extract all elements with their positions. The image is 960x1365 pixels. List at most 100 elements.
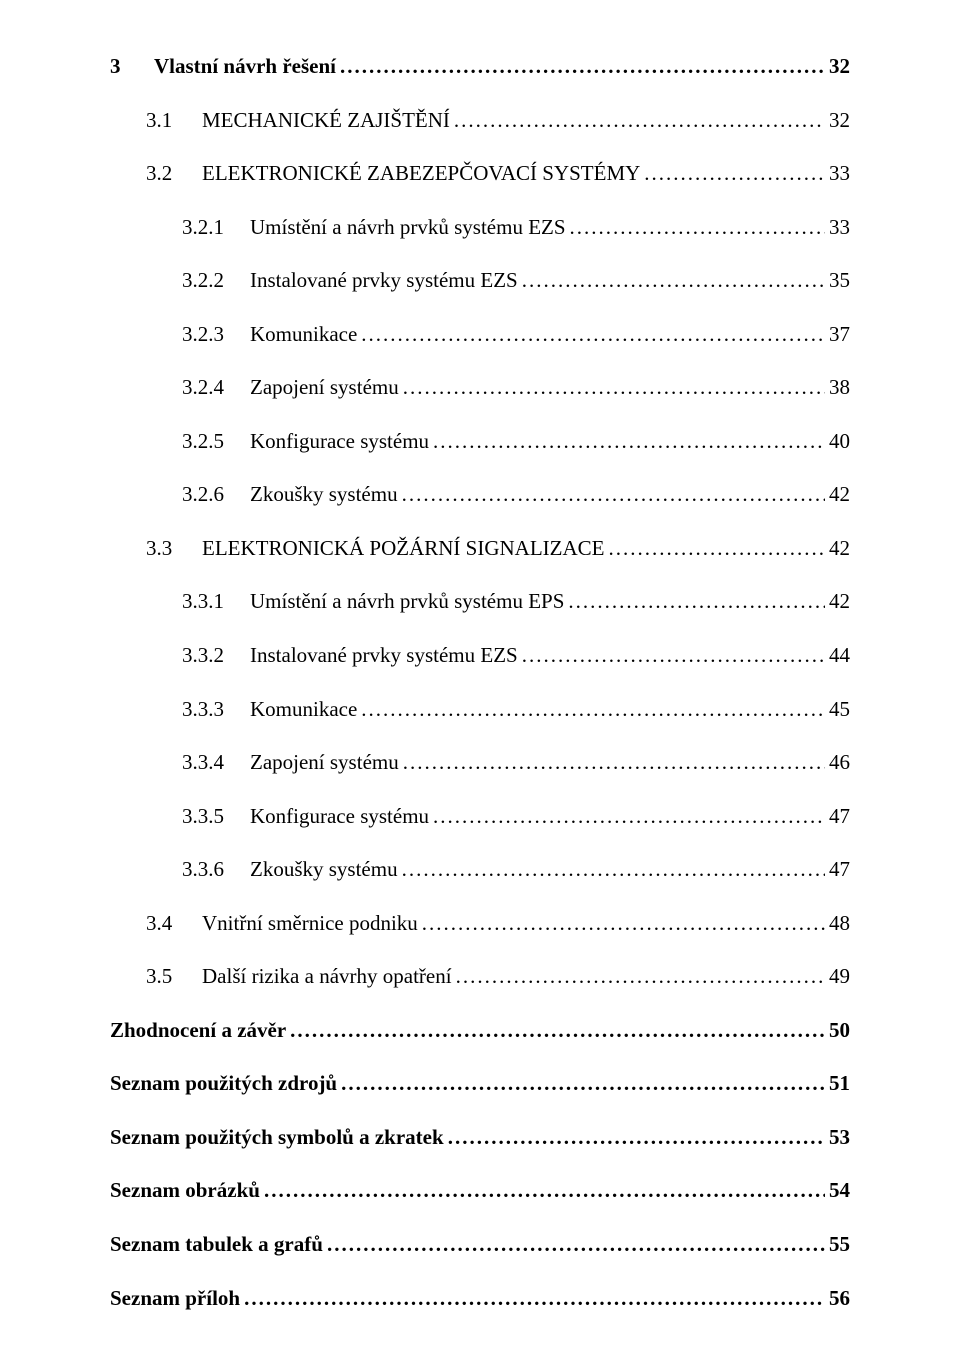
toc-entry-number: 3.2 (146, 147, 202, 201)
toc-entry-label: 3.3.5Konfigurace systému (182, 790, 429, 844)
toc-leader-dots (448, 1111, 825, 1165)
toc-entry-title: Komunikace (250, 322, 357, 346)
toc-entry-title: Zkoušky systému (250, 482, 398, 506)
toc-leader-dots (403, 736, 825, 790)
toc-entry-number: 3.5 (146, 950, 202, 1004)
toc-entry: 3.3.5Konfigurace systému 47 (110, 790, 850, 844)
toc-entry-label: 3.1MECHANICKÉ ZAJIŠTĚNÍ (146, 94, 450, 148)
toc-entry: Seznam použitých zdrojů 51 (110, 1057, 850, 1111)
toc-entry-title: Konfigurace systému (250, 429, 429, 453)
toc-entry-number: 3.3.6 (182, 843, 250, 897)
toc-entry-page: 42 (829, 468, 850, 522)
toc-entry-title: Zapojení systému (250, 750, 399, 774)
toc-entry-page: 35 (829, 254, 850, 308)
toc-entry: 3.3.1Umístění a návrh prvků systému EPS 4… (110, 575, 850, 629)
toc-entry-label: 3.3.1Umístění a návrh prvků systému EPS (182, 575, 564, 629)
toc-entry-number: 3.2.5 (182, 415, 250, 469)
toc-entry: Zhodnocení a závěr 50 (110, 1004, 850, 1058)
toc-entry-title: Další rizika a návrhy opatření (202, 964, 452, 988)
toc-entry: 3.2.1Umístění a návrh prvků systému EZS3… (110, 201, 850, 255)
toc-entry-number: 3.3.1 (182, 575, 250, 629)
toc-entry-label: 3.2.5Konfigurace systému (182, 415, 429, 469)
toc-leader-dots (570, 201, 825, 255)
toc-entry: Seznam tabulek a grafů55 (110, 1218, 850, 1272)
toc-leader-dots (327, 1218, 825, 1272)
toc-entry-label: 3.2.1Umístění a návrh prvků systému EZS (182, 201, 566, 255)
toc-leader-dots (402, 843, 825, 897)
toc-entry-page: 42 (829, 575, 850, 629)
toc-entry-label: 3.2ELEKTRONICKÉ ZABEZEPČOVACÍ SYSTÉMY (146, 147, 640, 201)
toc-entry-label: 3.3.3Komunikace (182, 683, 357, 737)
toc-entry-page: 56 (829, 1272, 850, 1326)
toc-entry-label: 3.2.4Zapojení systému (182, 361, 399, 415)
toc-entry-page: 55 (829, 1218, 850, 1272)
toc-entry: Seznam použitých symbolů a zkratek 53 (110, 1111, 850, 1165)
toc-entry-page: 46 (829, 736, 850, 790)
toc-leader-dots (403, 361, 825, 415)
toc-leader-dots (422, 897, 825, 951)
toc-entry-title: Seznam obrázků (110, 1178, 260, 1202)
toc-entry-page: 32 (829, 40, 850, 94)
toc-entry-title: Komunikace (250, 697, 357, 721)
toc-entry-page: 50 (829, 1004, 850, 1058)
toc-leader-dots (644, 147, 825, 201)
toc-entry-label: Seznam použitých zdrojů (110, 1057, 337, 1111)
toc-entry-label: 3.5Další rizika a návrhy opatření (146, 950, 452, 1004)
toc-entry: 3Vlastní návrh řešení 32 (110, 40, 850, 94)
toc-entry: 3.4Vnitřní směrnice podniku48 (110, 897, 850, 951)
toc-leader-dots (433, 790, 825, 844)
toc-entry-label: 3.3.6Zkoušky systému (182, 843, 398, 897)
toc-entry-page: 45 (829, 683, 850, 737)
toc-entry-page: 38 (829, 361, 850, 415)
toc-entry-page: 51 (829, 1057, 850, 1111)
toc-leader-dots (264, 1164, 825, 1218)
toc-entry: 3.2ELEKTRONICKÉ ZABEZEPČOVACÍ SYSTÉMY 33 (110, 147, 850, 201)
toc-entry-title: Zkoušky systému (250, 857, 398, 881)
toc-leader-dots (522, 254, 825, 308)
toc-entry: 3.2.4Zapojení systému 38 (110, 361, 850, 415)
toc-entry-page: 48 (829, 897, 850, 951)
toc-entry-title: Vlastní návrh řešení (154, 54, 336, 78)
toc-entry-title: Umístění a návrh prvků systému EPS (250, 589, 564, 613)
toc-entry-label: Seznam použitých symbolů a zkratek (110, 1111, 444, 1165)
toc-entry-number: 3.3.2 (182, 629, 250, 683)
toc-entry-page: 33 (829, 147, 850, 201)
toc-entry-title: ELEKTRONICKÁ POŽÁRNÍ SIGNALIZACE (202, 536, 604, 560)
toc-leader-dots (522, 629, 825, 683)
toc-entry-label: Seznam obrázků (110, 1164, 260, 1218)
toc-entry-label: Seznam příloh (110, 1272, 240, 1326)
toc-entry: 3.2.2Instalované prvky systému EZS 35 (110, 254, 850, 308)
toc-entry-title: Zhodnocení a závěr (110, 1018, 286, 1042)
toc-entry-number: 3.4 (146, 897, 202, 951)
toc-entry-page: 37 (829, 308, 850, 362)
toc-entry-page: 44 (829, 629, 850, 683)
toc-entry-title: Instalované prvky systému EZS (250, 268, 518, 292)
toc-entry-number: 3 (110, 40, 154, 94)
toc-entry-page: 53 (829, 1111, 850, 1165)
toc-entry-page: 54 (829, 1164, 850, 1218)
toc-entry: 3.5Další rizika a návrhy opatření49 (110, 950, 850, 1004)
toc-entry-page: 42 (829, 522, 850, 576)
toc-leader-dots (608, 522, 825, 576)
toc-entry-number: 3.3 (146, 522, 202, 576)
toc-page: 3Vlastní návrh řešení 32 3.1MECHANICKÉ ZAJ… (0, 0, 960, 1365)
toc-entry-title: MECHANICKÉ ZAJIŠTĚNÍ (202, 108, 450, 132)
toc-entry-label: 3.2.6Zkoušky systému (182, 468, 398, 522)
toc-leader-dots (290, 1004, 825, 1058)
toc-entry-page: 47 (829, 790, 850, 844)
toc-entry-label: 3.3ELEKTRONICKÁ POŽÁRNÍ SIGNALIZACE (146, 522, 604, 576)
toc-entry-page: 32 (829, 94, 850, 148)
toc-entry-number: 3.3.4 (182, 736, 250, 790)
toc-entry-title: Instalované prvky systému EZS (250, 643, 518, 667)
toc-entry: 3.3.6Zkoušky systému47 (110, 843, 850, 897)
toc-leader-dots (456, 950, 825, 1004)
toc-entry-title: Konfigurace systému (250, 804, 429, 828)
toc-entry-title: ELEKTRONICKÉ ZABEZEPČOVACÍ SYSTÉMY (202, 161, 640, 185)
toc-entry-page: 40 (829, 415, 850, 469)
toc-entry-label: 3.2.2Instalované prvky systému EZS (182, 254, 518, 308)
toc-entry-number: 3.2.3 (182, 308, 250, 362)
toc-entry-label: Zhodnocení a závěr (110, 1004, 286, 1058)
toc-entry-title: Seznam použitých zdrojů (110, 1071, 337, 1095)
toc-leader-dots (341, 1057, 825, 1111)
toc-leader-dots (244, 1272, 825, 1326)
